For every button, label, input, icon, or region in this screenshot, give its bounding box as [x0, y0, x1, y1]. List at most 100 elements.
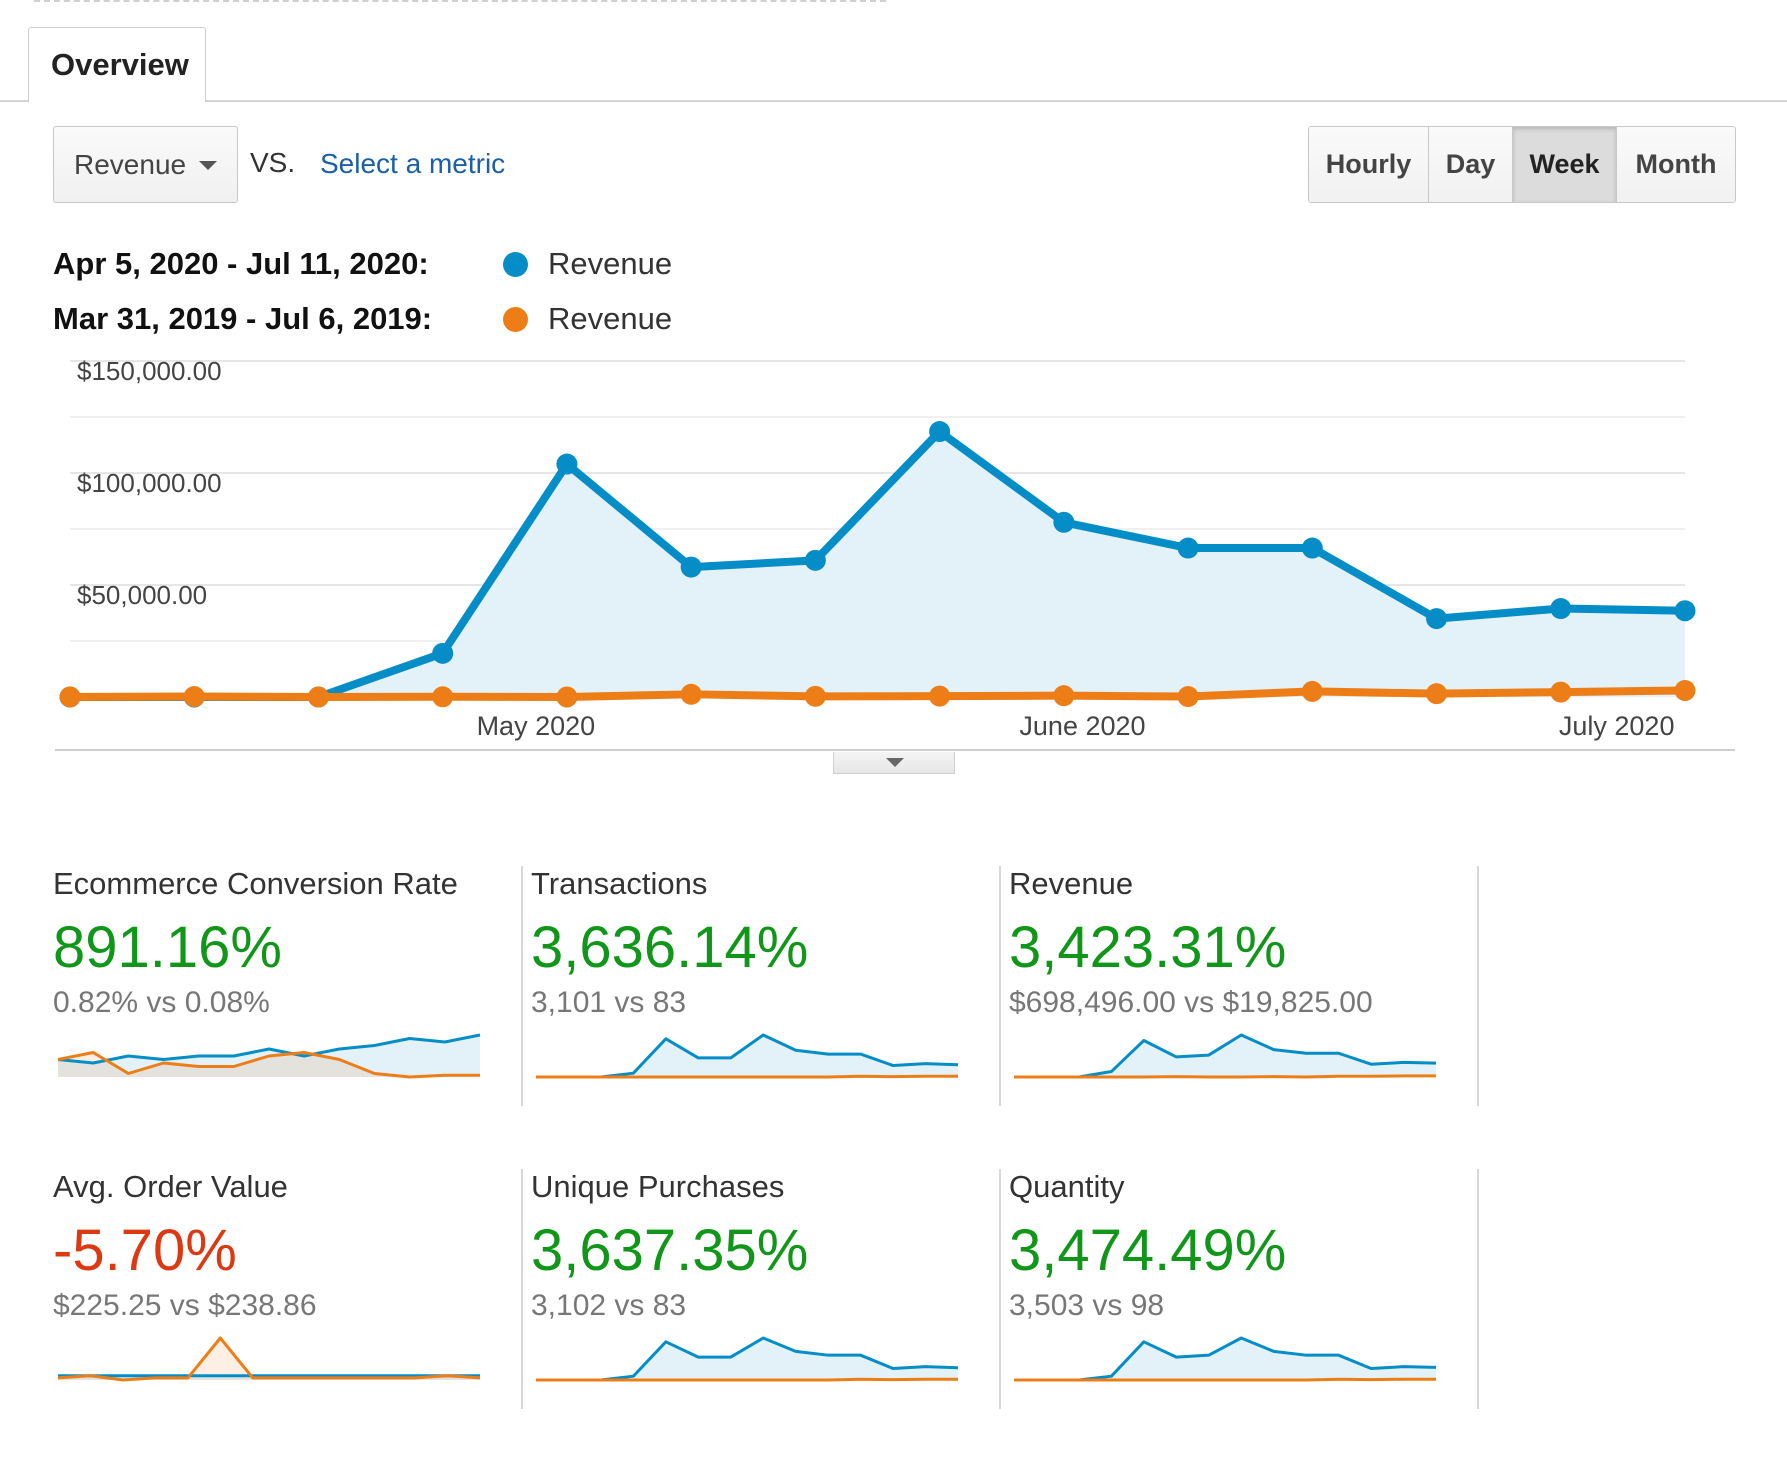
period-week-button[interactable]: Week	[1513, 127, 1617, 202]
legend-current-range: Apr 5, 2020 - Jul 11, 2020:	[53, 246, 429, 281]
x-tick-label: June 2020	[1019, 711, 1145, 741]
revenue-line-chart: $150,000.00 $100,000.00 $50,000.00 May 2020…	[55, 356, 1735, 751]
data-point-current[interactable]	[804, 549, 826, 571]
sparkline	[536, 1336, 959, 1382]
legend-previous-dot-icon	[503, 307, 528, 332]
divider	[34, 0, 886, 2]
scorecard-change: 891.16%	[53, 915, 282, 980]
caret-down-icon	[886, 758, 904, 767]
scorecard-comparison: 0.82% vs 0.08%	[53, 986, 270, 1019]
data-point-previous[interactable]	[59, 686, 81, 708]
data-point-current[interactable]	[1426, 608, 1448, 630]
sparkline	[1014, 1336, 1437, 1382]
data-point-previous[interactable]	[307, 686, 329, 708]
data-point-current[interactable]	[1674, 600, 1696, 622]
scorecard-conversion-rate[interactable]: Ecommerce Conversion Rate 891.16% 0.82% …	[53, 866, 523, 1106]
scorecard-comparison: 3,101 vs 83	[531, 986, 687, 1019]
sparkline	[57, 1336, 481, 1382]
sparkline	[57, 1033, 481, 1079]
data-point-previous[interactable]	[1053, 685, 1075, 707]
scorecard-comparison: $698,496.00 vs $19,825.00	[1009, 986, 1373, 1019]
y-tick-label: $100,000.00	[77, 468, 222, 498]
sparkline-area-current	[536, 1338, 958, 1380]
legend-previous-label: Revenue	[548, 301, 673, 336]
series-line-current	[70, 427, 1686, 701]
period-month-button[interactable]: Month	[1617, 127, 1735, 202]
scorecard-transactions[interactable]: Transactions 3,636.14% 3,101 vs 83	[531, 866, 1001, 1106]
scorecard-title: Transactions	[531, 866, 708, 901]
sparkline-line-previous	[57, 1051, 480, 1079]
period-toggle: Hourly Day Week Month	[1308, 126, 1736, 203]
data-point-previous[interactable]	[1177, 686, 1199, 708]
sparkline-line-previous	[1014, 1074, 1436, 1079]
caret-down-icon	[199, 161, 217, 170]
data-point-previous[interactable]	[804, 685, 826, 707]
scorecard-comparison: 3,503 vs 98	[1009, 1289, 1165, 1322]
data-point-current[interactable]	[1177, 537, 1199, 559]
sparkline-line-previous	[536, 1074, 958, 1079]
y-tick-label: $150,000.00	[77, 356, 222, 386]
data-point-previous[interactable]	[1550, 681, 1572, 703]
sparkline-area-previous	[58, 1338, 480, 1380]
scorecard-comparison: 3,102 vs 83	[531, 1289, 687, 1322]
sparkline-line-previous	[1014, 1377, 1436, 1382]
scorecard-quantity[interactable]: Quantity 3,474.49% 3,503 vs 98	[1009, 1169, 1479, 1409]
tab-active-cover	[29, 99, 205, 103]
legend-current-dot-icon	[503, 252, 528, 277]
scorecard-title: Revenue	[1009, 866, 1134, 901]
y-tick-label: $50,000.00	[77, 580, 207, 610]
vs-label: VS.	[250, 147, 296, 178]
tab-divider	[0, 100, 1787, 102]
sparkline-area-previous	[58, 1052, 480, 1077]
scorecard-change: 3,474.49%	[1009, 1218, 1287, 1283]
data-point-current[interactable]	[1053, 511, 1075, 533]
data-point-current[interactable]	[556, 453, 578, 475]
period-hourly-button[interactable]: Hourly	[1309, 127, 1429, 202]
data-point-previous[interactable]	[556, 686, 578, 708]
data-point-previous[interactable]	[183, 686, 205, 708]
sparkline	[1014, 1033, 1437, 1079]
primary-metric-dropdown[interactable]: Revenue	[53, 126, 238, 203]
data-point-previous[interactable]	[1674, 680, 1696, 702]
scorecard-unique-purchases[interactable]: Unique Purchases 3,637.35% 3,102 vs 83	[531, 1169, 1001, 1409]
chart-collapse-handle[interactable]	[833, 752, 955, 774]
scorecard-comparison: $225.25 vs $238.86	[53, 1289, 317, 1322]
scorecard-change: 3,636.14%	[531, 915, 809, 980]
sparkline-area-current	[1014, 1035, 1436, 1077]
scorecard-change: 3,637.35%	[531, 1218, 809, 1283]
sparkline	[536, 1033, 959, 1079]
scorecard-title: Avg. Order Value	[53, 1169, 288, 1204]
scorecard-change: -5.70%	[53, 1218, 237, 1283]
data-point-previous[interactable]	[1301, 680, 1323, 702]
sparkline-area-current	[1014, 1338, 1436, 1380]
data-point-current[interactable]	[929, 421, 951, 443]
legend-current-label: Revenue	[548, 246, 673, 281]
data-point-previous[interactable]	[1426, 683, 1448, 705]
series-area-current	[70, 431, 1685, 697]
scorecard-title: Unique Purchases	[531, 1169, 785, 1204]
period-day-button[interactable]: Day	[1429, 127, 1513, 202]
data-point-previous[interactable]	[432, 686, 454, 708]
scorecard-avg-order-value[interactable]: Avg. Order Value -5.70% $225.25 vs $238.…	[53, 1169, 523, 1409]
x-tick-label: July 2020	[1559, 711, 1675, 741]
sparkline-area-current	[536, 1035, 958, 1077]
select-metric-link[interactable]: Select a metric	[320, 148, 506, 179]
data-point-current[interactable]	[1550, 598, 1572, 620]
sparkline-line-current	[57, 1033, 481, 1065]
scorecard-title: Ecommerce Conversion Rate	[53, 866, 458, 901]
scorecard-change: 3,423.31%	[1009, 915, 1287, 980]
data-point-previous[interactable]	[929, 685, 951, 707]
data-point-current[interactable]	[432, 642, 454, 664]
scorecard-revenue[interactable]: Revenue 3,423.31% $698,496.00 vs $19,825…	[1009, 866, 1479, 1106]
primary-metric-label: Revenue	[74, 148, 187, 180]
data-point-current[interactable]	[1301, 537, 1323, 559]
series-line-previous	[69, 686, 1686, 701]
tab-overview[interactable]: Overview	[28, 27, 206, 101]
sparkline-line-previous	[536, 1377, 958, 1382]
x-tick-label: May 2020	[477, 711, 596, 741]
scorecard-title: Quantity	[1009, 1169, 1125, 1204]
sparkline-line-previous	[57, 1336, 481, 1382]
legend-previous-range: Mar 31, 2019 - Jul 6, 2019:	[53, 301, 433, 336]
data-point-current[interactable]	[680, 556, 702, 578]
data-point-previous[interactable]	[680, 683, 702, 705]
